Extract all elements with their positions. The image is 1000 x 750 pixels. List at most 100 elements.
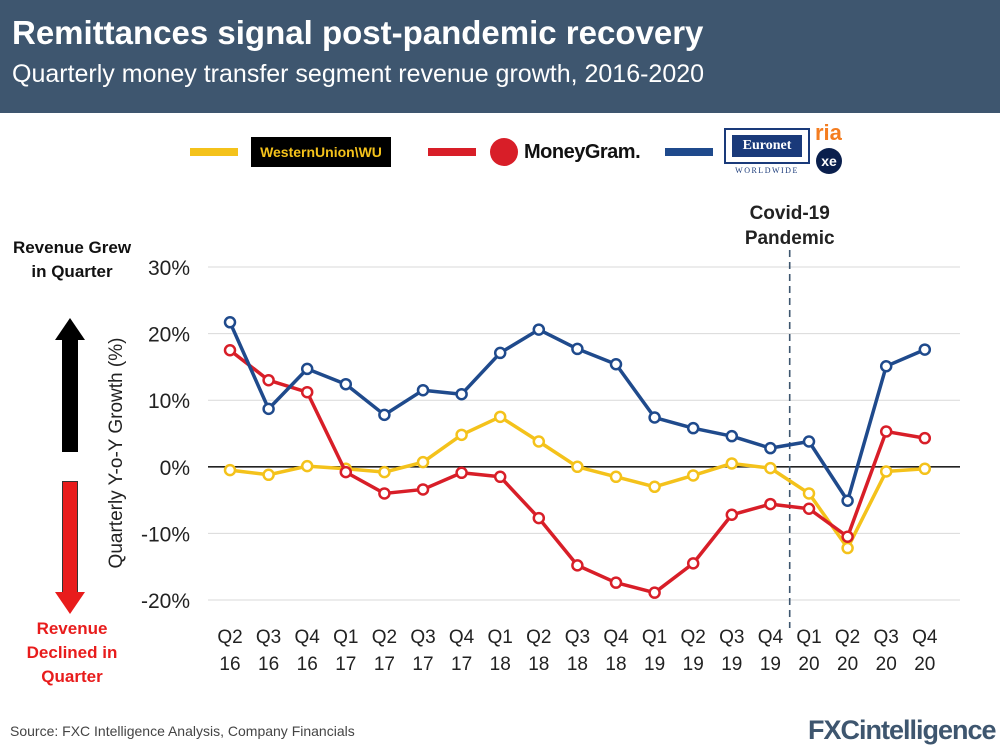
data-point-moneygram: [764, 497, 777, 511]
data-point-western-union: [879, 465, 893, 478]
data-point-western-union: [609, 470, 623, 484]
x-tick-label-quarter: Q2: [681, 627, 706, 648]
series-layer: [223, 316, 932, 599]
data-point-euronet: [262, 402, 275, 416]
x-tick-label-quarter: Q2: [372, 627, 397, 648]
data-point-euronet: [416, 383, 430, 397]
x-tick-label-quarter: Q3: [874, 627, 899, 648]
data-point-euronet: [841, 494, 854, 508]
data-point-euronet: [223, 316, 237, 329]
up-arrow-icon: [55, 318, 85, 340]
x-tick-label-year: 17: [335, 654, 356, 675]
covid-annotation-line1: Covid-19: [750, 203, 830, 224]
x-tick-layer: Q2 16 Q3 16 Q4 16 Q1 17 Q2 17 Q3 17 Q4 17 Q1 18 Q2 18 Q3 18…: [217, 627, 938, 675]
data-point-moneygram: [262, 373, 275, 387]
data-point-moneygram: [378, 487, 391, 500]
y-tick-label: -20%: [141, 590, 190, 613]
x-tick-label-year: 19: [721, 654, 742, 675]
data-point-euronet: [879, 359, 893, 373]
ria-logo: ria: [815, 120, 842, 145]
header-banner: Remittances signal post-pandemic recover…: [0, 0, 1000, 113]
data-point-western-union: [378, 465, 391, 479]
data-point-western-union: [686, 469, 700, 482]
up-arrow-shaft: [62, 340, 78, 452]
euronet-logo: Euronet WORLDWIDE: [724, 128, 810, 178]
data-point-western-union: [918, 462, 932, 476]
data-point-western-union: [262, 468, 275, 482]
x-tick-label-year: 17: [374, 654, 395, 675]
data-point-western-union: [455, 428, 468, 442]
x-tick-label-year: 17: [451, 654, 472, 675]
x-tick-label-quarter: Q3: [719, 627, 744, 648]
x-tick-label-quarter: Q2: [835, 627, 860, 648]
series-line-western-union: [229, 415, 925, 550]
data-point-moneygram: [725, 508, 739, 522]
x-tick-label-quarter: Q2: [526, 627, 551, 648]
data-point-moneygram: [493, 470, 507, 484]
x-tick-label-quarter: Q4: [912, 627, 938, 648]
x-tick-label-quarter: Q4: [449, 627, 475, 648]
y-tick-label: 20%: [148, 324, 190, 347]
y-axis-label: Quarterly Y-o-Y Growth (%): [106, 338, 127, 569]
x-tick-label-quarter: Q4: [295, 627, 321, 648]
data-point-western-union: [725, 457, 739, 470]
grid-layer: 30% 20% 10% 0% -10% -20%: [141, 257, 960, 613]
source-note: Source: FXC Intelligence Analysis, Compa…: [10, 723, 355, 739]
data-point-euronet: [455, 387, 468, 401]
data-point-western-union: [532, 435, 546, 448]
x-tick-label-year: 20: [798, 654, 819, 675]
x-tick-label-year: 19: [760, 654, 781, 675]
data-point-euronet: [493, 346, 507, 360]
revenue-grew-label: Revenue Grew in Quarter: [12, 238, 132, 281]
data-point-moneygram: [918, 431, 932, 445]
data-point-moneygram: [802, 502, 816, 516]
euronet-logo-text: Euronet: [732, 135, 802, 157]
data-point-western-union: [648, 480, 661, 494]
data-point-moneygram: [532, 511, 546, 525]
data-point-western-union: [416, 455, 430, 469]
data-point-euronet: [378, 408, 391, 422]
western-union-logo: WesternUnion\WU: [251, 137, 391, 167]
western-union-logo-text: WesternUnion\WU: [260, 144, 382, 160]
data-point-moneygram: [686, 557, 700, 570]
x-tick-label-quarter: Q3: [256, 627, 281, 648]
data-point-western-union: [841, 541, 854, 555]
data-point-western-union: [764, 461, 777, 475]
x-tick-label-quarter: Q3: [565, 627, 590, 648]
x-tick-label-quarter: Q2: [217, 627, 242, 648]
x-tick-label-year: 20: [914, 654, 935, 675]
data-point-western-union: [802, 487, 816, 500]
data-point-moneygram: [300, 385, 314, 399]
data-point-moneygram: [416, 483, 430, 496]
x-tick-label-year: 20: [837, 654, 858, 675]
data-point-euronet: [764, 441, 777, 455]
x-tick-label-year: 18: [528, 654, 549, 675]
data-point-euronet: [802, 435, 816, 448]
down-arrow-icon: [55, 592, 85, 614]
data-point-moneygram: [609, 576, 623, 589]
x-tick-label-year: 20: [876, 654, 897, 675]
data-point-euronet: [571, 342, 584, 356]
euronet-logo-subtext: WORLDWIDE: [735, 166, 799, 175]
x-tick-label-quarter: Q3: [410, 627, 435, 648]
x-tick-label-year: 18: [567, 654, 588, 675]
data-point-moneygram: [879, 425, 893, 438]
legend-swatch-western-union: [190, 148, 238, 156]
data-point-moneygram: [455, 466, 468, 480]
x-tick-label-quarter: Q4: [758, 627, 784, 648]
x-tick-label-quarter: Q1: [796, 627, 821, 648]
data-point-moneygram: [339, 465, 353, 479]
data-point-euronet: [532, 323, 546, 336]
x-tick-label-year: 19: [644, 654, 665, 675]
legend-swatch-moneygram: [428, 148, 476, 156]
x-tick-label-year: 17: [412, 654, 433, 675]
data-point-euronet: [918, 343, 932, 356]
data-point-moneygram: [648, 586, 661, 599]
euronet-logo-box: Euronet: [724, 128, 810, 164]
data-point-moneygram: [841, 530, 854, 543]
x-tick-label-year: 19: [683, 654, 704, 675]
data-point-moneygram: [223, 344, 237, 357]
data-point-euronet: [648, 411, 661, 424]
moneygram-logo-text: MoneyGram.: [524, 140, 641, 163]
